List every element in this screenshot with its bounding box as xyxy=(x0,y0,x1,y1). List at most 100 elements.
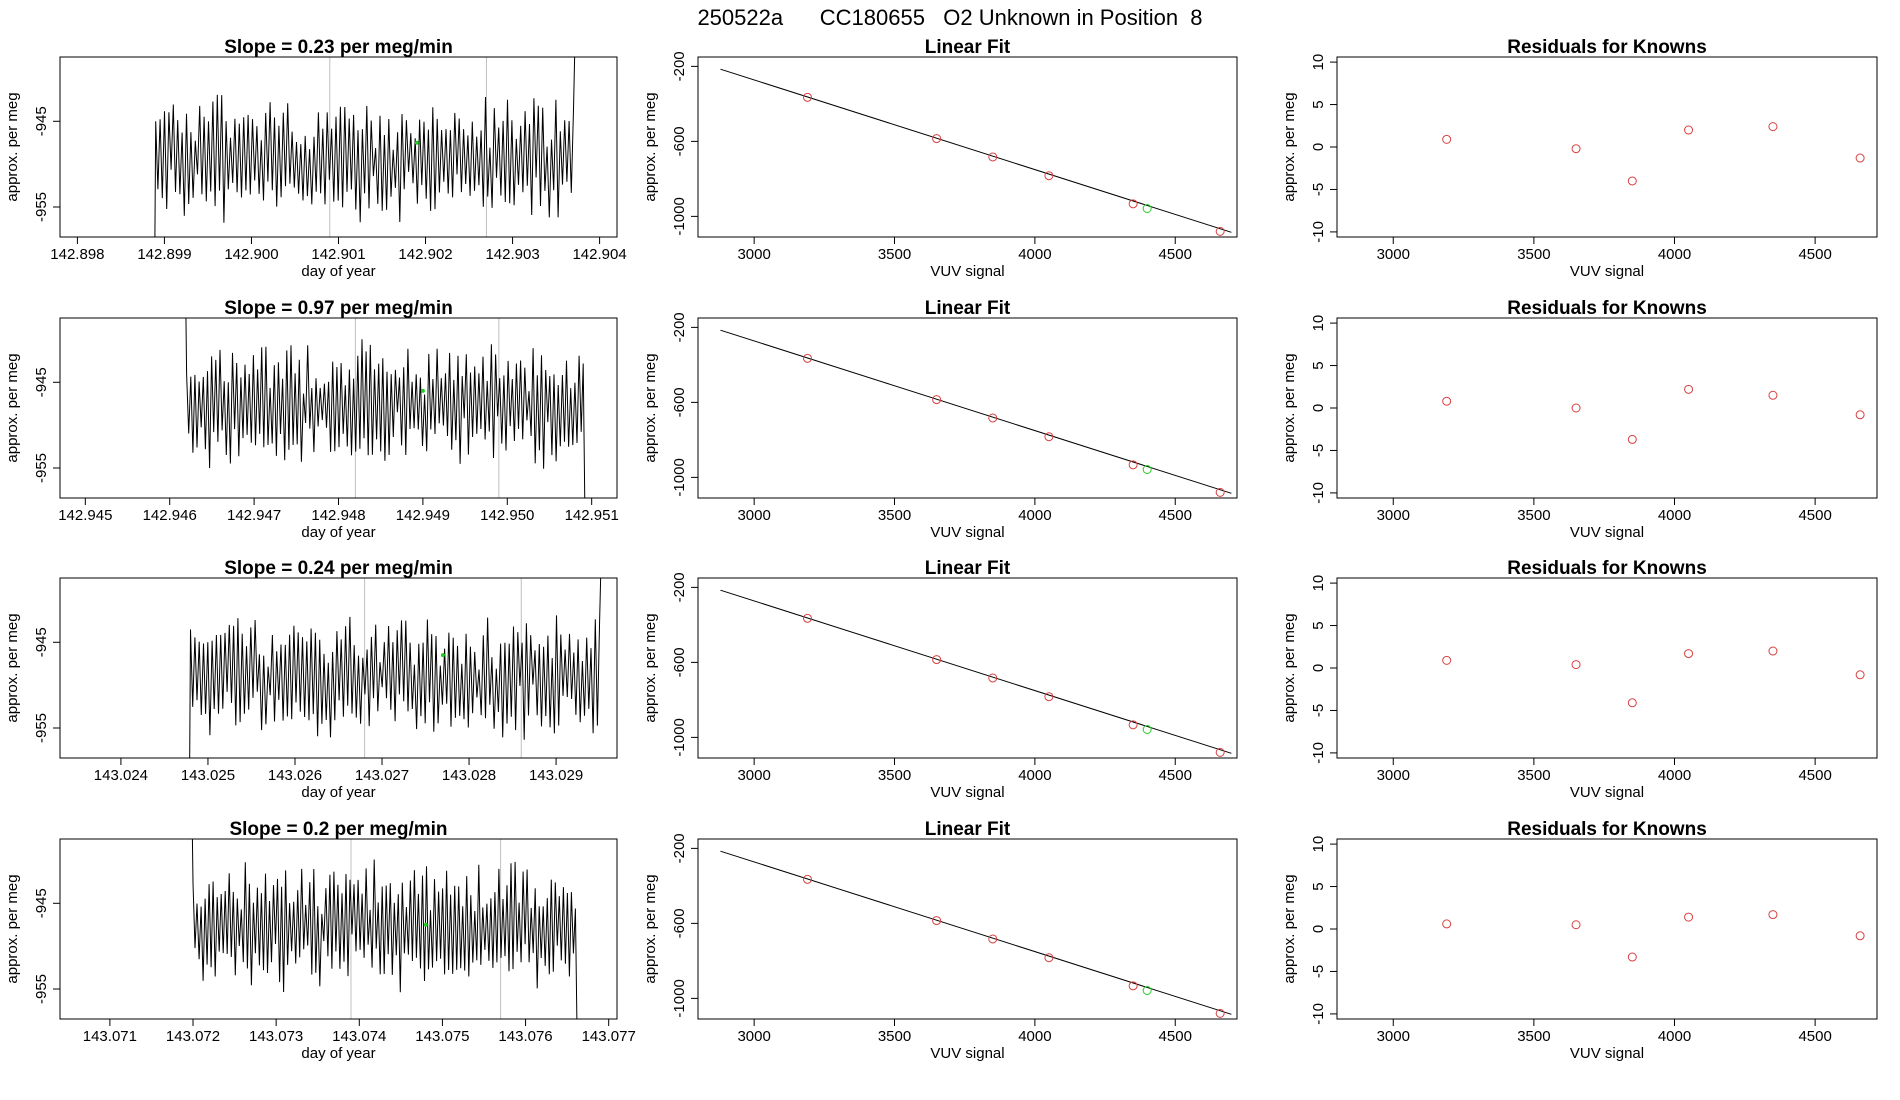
linear-fit-panel: Linear Fit VUV signal approx. per meg 3000 3… xyxy=(642,558,1238,801)
linear-fit-xtick-label: 4500 xyxy=(1159,246,1192,263)
residuals-xtick-label: 3000 xyxy=(1377,767,1410,784)
residuals-ytick-label: 5 xyxy=(1310,882,1327,890)
residuals-ylabel: approx. per meg xyxy=(1281,353,1298,462)
residuals-ytick-label: -10 xyxy=(1310,221,1327,243)
residuals-ytick-label: 10 xyxy=(1310,836,1327,853)
residual-point xyxy=(1684,649,1694,659)
timeseries-xtick-label: 142.947 xyxy=(227,507,281,524)
residual-point xyxy=(1855,931,1865,941)
timeseries-plot-area xyxy=(191,839,578,1019)
linear-fit-xtick-label: 3000 xyxy=(737,246,770,263)
timeseries-title: Slope = 0.24 per meg/min xyxy=(224,558,453,579)
timeseries-xlabel: day of year xyxy=(301,784,375,801)
linear-fit-xtick-label: 3500 xyxy=(878,767,911,784)
residuals-ylabel: approx. per meg xyxy=(1281,92,1298,201)
residual-point xyxy=(1442,919,1452,929)
residuals-frame xyxy=(1336,317,1878,499)
linear-fit-ylabel: approx. per meg xyxy=(642,92,659,201)
residuals-frame xyxy=(1336,577,1878,759)
linear-fit-ytick-label: -1000 xyxy=(671,458,688,496)
timeseries-xtick-label: 142.899 xyxy=(137,246,191,263)
known-point xyxy=(1044,692,1054,702)
linear-fit-ytick-label: -200 xyxy=(671,51,688,81)
known-point xyxy=(988,152,998,162)
timeseries-xtick-label: 143.025 xyxy=(181,767,235,784)
residuals-ylabel: approx. per meg xyxy=(1281,613,1298,722)
linear-fit-title: Linear Fit xyxy=(925,558,1011,579)
fit-line xyxy=(720,329,1232,494)
residuals-xtick-label: 4000 xyxy=(1658,507,1691,524)
residuals-ytick-label: -5 xyxy=(1310,965,1327,978)
timeseries-xtick-label: 142.946 xyxy=(143,507,197,524)
residuals-ytick-label: -10 xyxy=(1310,742,1327,764)
linear-fit-xtick-label: 3000 xyxy=(737,1028,770,1045)
timeseries-xtick-label: 142.950 xyxy=(480,507,534,524)
timeseries-xtick-label: 143.074 xyxy=(332,1028,386,1045)
linear-fit-xtick-label: 3500 xyxy=(878,1028,911,1045)
known-point xyxy=(1215,487,1225,497)
timeseries-title: Slope = 0.97 per meg/min xyxy=(224,298,453,319)
known-point xyxy=(932,655,942,665)
timeseries-frame xyxy=(59,317,618,499)
linear-fit-xtick-label: 4500 xyxy=(1159,1028,1192,1045)
residual-point xyxy=(1571,144,1581,154)
timeseries-xtick-label: 142.902 xyxy=(398,246,452,263)
known-point xyxy=(1044,432,1054,442)
linear-fit-xtick-label: 4000 xyxy=(1018,246,1051,263)
timeseries-line xyxy=(189,578,602,758)
unknown-marker xyxy=(420,388,425,393)
linear-fit-xtick-label: 4000 xyxy=(1018,767,1051,784)
residuals-ytick-label: 5 xyxy=(1310,621,1327,629)
linear-fit-ylabel: approx. per meg xyxy=(642,353,659,462)
timeseries-xtick-label: 142.949 xyxy=(396,507,450,524)
residual-point xyxy=(1571,920,1581,930)
known-point xyxy=(802,353,812,363)
linear-fit-ytick-label: -600 xyxy=(671,126,688,156)
residual-point xyxy=(1627,952,1637,962)
unknown-marker xyxy=(423,922,428,927)
residuals-ytick-label: -5 xyxy=(1310,704,1327,717)
known-point xyxy=(988,413,998,423)
timeseries-xtick-label: 143.076 xyxy=(498,1028,552,1045)
linear-fit-ytick-label: -200 xyxy=(671,833,688,863)
timeseries-xtick-label: 143.071 xyxy=(83,1028,137,1045)
residuals-panel: Residuals for Knowns VUV signal approx. pe… xyxy=(1281,819,1878,1062)
timeseries-xlabel: day of year xyxy=(301,524,375,541)
residuals-ytick-label: 10 xyxy=(1310,575,1327,592)
timeseries-xtick-label: 142.951 xyxy=(565,507,619,524)
timeseries-xtick-label: 143.029 xyxy=(529,767,583,784)
timeseries-xtick-label: 143.024 xyxy=(94,767,148,784)
timeseries-ytick-label: -955 xyxy=(33,192,50,222)
known-point xyxy=(1128,981,1138,991)
residuals-title: Residuals for Knowns xyxy=(1507,558,1707,579)
linear-fit-title: Linear Fit xyxy=(925,819,1011,840)
linear-fit-xtick-label: 3000 xyxy=(737,507,770,524)
residuals-ytick-label: 10 xyxy=(1310,315,1327,332)
fit-line xyxy=(720,850,1232,1015)
residuals-ytick-label: -10 xyxy=(1310,1003,1327,1025)
linear-fit-ytick-label: -200 xyxy=(671,312,688,342)
timeseries-panel: Slope = 0.24 per meg/min day of year appro… xyxy=(4,558,618,801)
residuals-xtick-label: 4500 xyxy=(1798,1028,1831,1045)
linear-fit-xlabel: VUV signal xyxy=(930,524,1004,541)
linear-fit-xtick-label: 3000 xyxy=(737,767,770,784)
linear-fit-frame xyxy=(697,577,1238,759)
known-point xyxy=(1128,720,1138,730)
linear-fit-ytick-label: -1000 xyxy=(671,979,688,1017)
figure-title: 250522a CC180655 O2 Unknown in Position … xyxy=(697,5,1202,30)
fit-line xyxy=(720,589,1232,754)
linear-fit-xlabel: VUV signal xyxy=(930,784,1004,801)
residuals-ytick-label: 5 xyxy=(1310,361,1327,369)
timeseries-ylabel: approx. per meg xyxy=(4,613,21,722)
timeseries-panel: Slope = 0.2 per meg/min day of year approx… xyxy=(4,819,636,1062)
timeseries-ytick-label: -955 xyxy=(33,713,50,743)
residuals-xtick-label: 3500 xyxy=(1517,507,1550,524)
residuals-xtick-label: 3500 xyxy=(1517,246,1550,263)
timeseries-xtick-label: 142.948 xyxy=(311,507,365,524)
linear-fit-ytick-label: -600 xyxy=(671,647,688,677)
timeseries-xtick-label: 142.901 xyxy=(311,246,365,263)
known-point xyxy=(1128,460,1138,470)
linear-fit-ytick-label: -1000 xyxy=(671,197,688,235)
timeseries-ylabel: approx. per meg xyxy=(4,874,21,983)
residual-point xyxy=(1684,384,1694,394)
